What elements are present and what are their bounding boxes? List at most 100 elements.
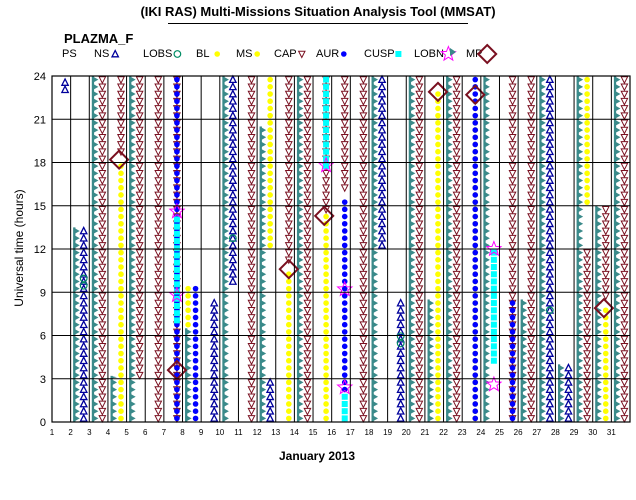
ns-point xyxy=(545,175,555,184)
aur-point xyxy=(174,365,180,371)
aur-point xyxy=(472,408,479,414)
legend-swatch xyxy=(476,43,498,65)
ps-spine xyxy=(558,364,561,422)
ns-point xyxy=(545,168,555,177)
aur-point xyxy=(174,120,180,126)
ns-point xyxy=(545,276,555,285)
x-tick-label: 30 xyxy=(588,428,597,437)
ns-point xyxy=(228,132,238,141)
aur-point xyxy=(472,148,479,155)
bl-point xyxy=(285,307,292,314)
ns-point xyxy=(396,363,405,372)
aur-point xyxy=(341,257,348,263)
ns-point xyxy=(228,262,238,271)
ns-point xyxy=(209,399,219,408)
ns-point xyxy=(79,233,88,242)
aur-point xyxy=(509,379,516,386)
aur-point xyxy=(341,264,348,270)
cusp-point xyxy=(341,393,348,400)
x-axis-title: January 2013 xyxy=(279,449,355,463)
bl-point xyxy=(185,293,191,299)
cusp-point xyxy=(323,83,330,90)
ns-point xyxy=(377,153,387,163)
ps-spine xyxy=(595,205,598,422)
ms-point xyxy=(323,393,329,400)
aur-point xyxy=(472,235,479,241)
ns-point xyxy=(396,384,405,394)
x-tick-label: 19 xyxy=(383,428,392,437)
x-tick-label: 23 xyxy=(458,428,467,437)
series-bl xyxy=(185,285,292,422)
bl-point xyxy=(185,307,191,314)
aur-point xyxy=(174,98,180,105)
aur-point xyxy=(472,278,479,285)
x-tick-label: 13 xyxy=(271,428,280,437)
bl-point xyxy=(285,415,292,422)
ms-point xyxy=(602,408,609,414)
ms-point xyxy=(267,156,273,162)
cap-point xyxy=(135,76,144,85)
ms-point xyxy=(435,134,441,141)
ms-point xyxy=(267,148,273,155)
aur-point xyxy=(472,220,479,227)
cusp-point xyxy=(173,252,180,259)
aur-point xyxy=(192,408,199,414)
ms-point xyxy=(602,379,609,386)
ms-point xyxy=(118,314,124,321)
ns-point xyxy=(79,341,88,350)
x-tick-label: 2 xyxy=(68,428,73,437)
cap-point xyxy=(415,76,424,85)
x-tick-label: 18 xyxy=(365,428,374,437)
ns-point xyxy=(377,132,387,141)
ns-point xyxy=(79,298,88,307)
y-tick-label: 12 xyxy=(34,244,46,256)
aur-point xyxy=(174,379,180,386)
aur-point xyxy=(472,91,479,97)
ms-point xyxy=(323,257,329,263)
ms-point xyxy=(267,91,273,97)
aur-point xyxy=(472,329,479,335)
ps-spine xyxy=(73,227,76,422)
bl-point xyxy=(285,393,292,400)
ms-point xyxy=(118,206,124,213)
aur-point xyxy=(174,343,180,350)
ms-point xyxy=(118,307,124,314)
x-tick-label: 3 xyxy=(87,428,92,437)
ms-point xyxy=(435,249,441,256)
ns-point xyxy=(228,197,238,206)
ms-point xyxy=(323,228,329,234)
aur-point xyxy=(192,372,199,378)
ms-point xyxy=(323,300,329,306)
aur-point xyxy=(192,365,199,371)
ms-point xyxy=(435,242,441,249)
ms-point xyxy=(118,242,124,249)
aur-point xyxy=(472,300,479,306)
ns-point xyxy=(79,355,88,365)
ms-point xyxy=(602,393,609,400)
ns-point xyxy=(564,377,573,386)
ns-point xyxy=(545,153,555,163)
ms-point xyxy=(584,120,590,126)
ms-point xyxy=(118,264,124,270)
ns-point xyxy=(228,254,238,264)
ns-point xyxy=(545,146,555,156)
ms-point xyxy=(323,415,329,422)
aur-point xyxy=(509,408,516,414)
aur-point xyxy=(472,199,479,205)
cusp-point xyxy=(323,91,330,98)
ms-point xyxy=(435,343,441,350)
cap-point xyxy=(527,76,536,85)
aur-point xyxy=(174,386,180,393)
aur-point xyxy=(192,386,199,393)
cap-point xyxy=(583,249,592,258)
ms-point xyxy=(435,321,441,328)
ns-point xyxy=(60,84,70,94)
aur-point xyxy=(472,127,479,133)
ns-point xyxy=(377,226,387,235)
ms-point xyxy=(118,365,124,371)
ms-point xyxy=(118,271,124,278)
aur-point xyxy=(472,228,479,234)
ms-point xyxy=(602,336,609,342)
ms-point xyxy=(118,372,124,378)
ns-point xyxy=(545,204,555,213)
